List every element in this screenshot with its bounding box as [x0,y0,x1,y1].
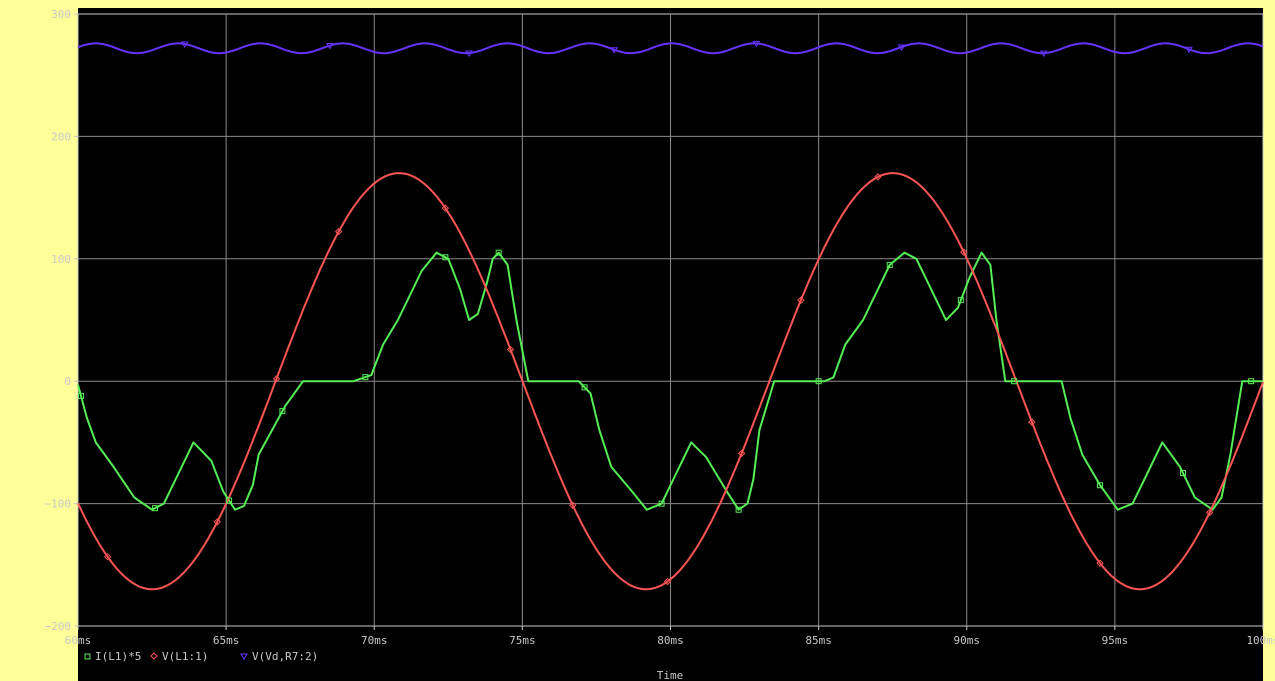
markers-layer [77,40,1255,586]
data-point-square [957,297,964,304]
x-tick-label: 75ms [509,634,536,647]
x-tick-label: 95ms [1102,634,1129,647]
y-tick-label: −100 [45,498,72,511]
series-line-i-l1 [77,251,1263,511]
legend-label-v-l1: V(L1:1) [162,650,208,663]
data-point-square [581,384,588,391]
legend-label-v-vd: V(Vd,R7:2) [252,650,318,663]
legend-label-i-l1: I(L1)*5 [95,650,141,663]
data-point-triangle [325,43,334,50]
data-point-diamond [506,345,515,354]
data-point-diamond [103,553,112,561]
x-tick-label: 85ms [805,634,832,647]
legend-marker-diamond [150,652,158,660]
x-tick-label: 65ms [213,634,240,647]
x-tick-label: 90ms [954,634,981,647]
x-axis-ticks: 60ms 65ms 70ms 75ms 80ms 85ms 90ms 95ms 100ms [65,626,1275,647]
y-tick-label: 0 [64,375,71,388]
data-point-diamond [1205,508,1214,517]
x-tick-label: 80ms [657,634,684,647]
y-tick-label: −200 [45,620,72,633]
x-tick-label: 60ms [65,634,92,647]
data-point-diamond [663,577,672,586]
data-point-triangle [752,40,761,48]
data-point-square [152,505,159,512]
data-point-triangle [1185,46,1193,54]
y-tick-label: 100 [51,253,71,266]
y-tick-label: 300 [51,8,71,21]
data-point-diamond [1028,418,1036,426]
legend-marker-square [84,653,91,660]
window-border-left [0,0,78,681]
data-point-triangle [897,44,906,51]
x-axis-title: Time [657,669,684,681]
window-border-right [1263,0,1275,681]
data-point-square [815,378,822,385]
data-point-square [1180,470,1187,476]
data-point-triangle [1039,50,1048,58]
data-point-square [1097,482,1104,489]
data-point-diamond [1096,559,1104,567]
data-point-triangle [610,47,619,54]
data-point-square [77,392,84,399]
legend-marker-triangle [240,653,248,660]
x-tick-label: 70ms [361,634,388,647]
data-point-square [442,254,449,261]
data-point-square [279,408,286,415]
data-point-diamond [960,248,968,256]
data-point-square [495,249,502,256]
y-tick-label: 200 [51,130,71,143]
data-point-square [1011,378,1018,385]
data-point-diamond [334,227,343,236]
data-point-square [658,500,665,507]
data-point-square [886,261,893,268]
series-line-v-vd [77,42,1264,55]
window-border-top [0,0,1275,8]
data-point-square [1248,378,1255,385]
data-point-square [735,506,742,513]
data-point-diamond [797,296,805,304]
x-tick-label: 100ms [1246,634,1275,647]
data-point-diamond [213,518,221,526]
data-point-diamond [272,375,281,383]
data-point-diamond [737,449,746,458]
data-point-triangle [465,50,473,58]
data-point-diamond [569,501,577,509]
data-point-square [226,497,233,504]
data-point-diamond [441,204,450,212]
data-point-diamond [874,173,882,181]
legend: I(L1)*5 V(L1:1) V(Vd,R7:2) [84,650,318,663]
y-axis-ticks: −200 −100 0 100 200 300 [45,8,78,633]
data-point-square [362,374,369,381]
data-point-triangle [180,41,189,48]
